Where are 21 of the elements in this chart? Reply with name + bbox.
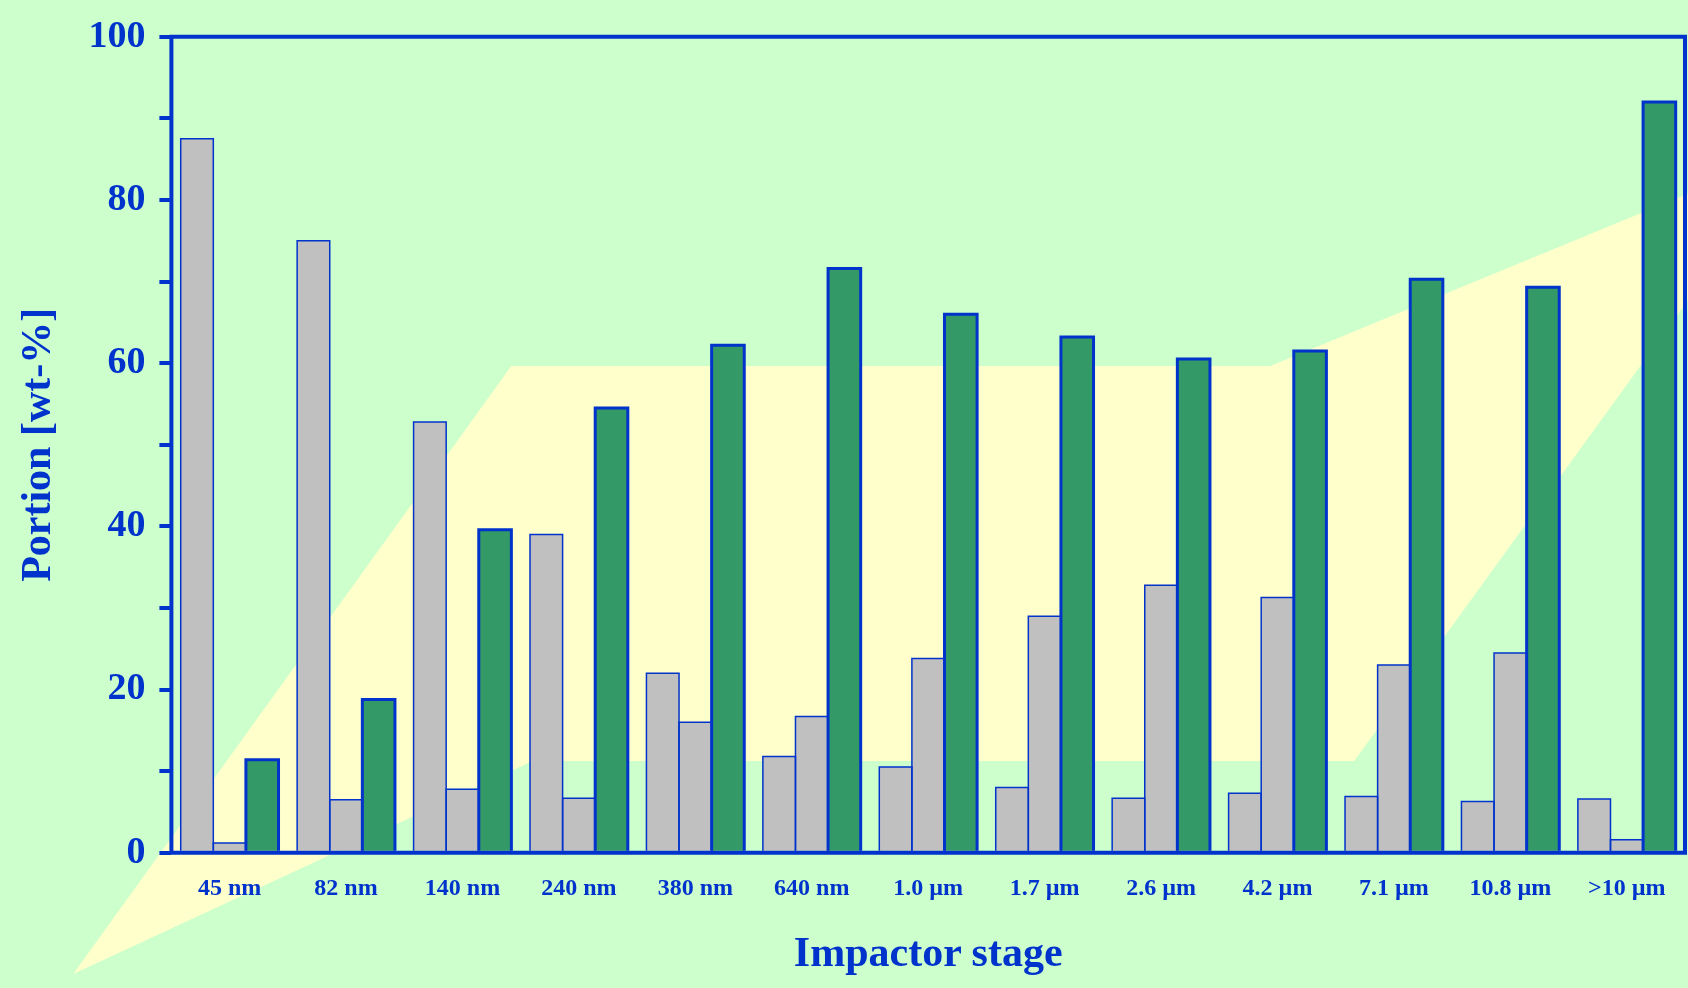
x-axis-title: Impactor stage — [793, 928, 1063, 975]
x-tick-label: 4.2 µm — [1242, 874, 1313, 901]
y-tick-label: 40 — [107, 502, 146, 545]
x-tick-label: 140 nm — [424, 874, 501, 901]
y-tick-label: 0 — [126, 828, 146, 871]
x-tick-label: 82 nm — [314, 874, 378, 901]
x-tick-label: 1.7 µm — [1009, 874, 1080, 901]
y-tick-label: 60 — [107, 339, 146, 382]
x-tick-label: 1.0 µm — [893, 874, 964, 901]
y-tick-label: 80 — [107, 175, 146, 218]
x-tick-label: 10.8 µm — [1469, 874, 1552, 901]
x-tick-label: 380 nm — [657, 874, 734, 901]
x-tick-label: 45 nm — [197, 874, 262, 901]
y-tick-label: 100 — [88, 12, 146, 55]
x-tick-label: 640 nm — [774, 874, 850, 901]
x-tick-label: >10 µm — [1588, 874, 1666, 901]
x-tick-label: 2.6 µm — [1126, 874, 1196, 901]
y-axis-title: Portion [wt-%] — [13, 307, 60, 582]
y-tick-label: 20 — [107, 665, 146, 708]
x-tick-label: 240 nm — [541, 874, 617, 901]
x-tick-label: 7.1 µm — [1359, 874, 1429, 901]
